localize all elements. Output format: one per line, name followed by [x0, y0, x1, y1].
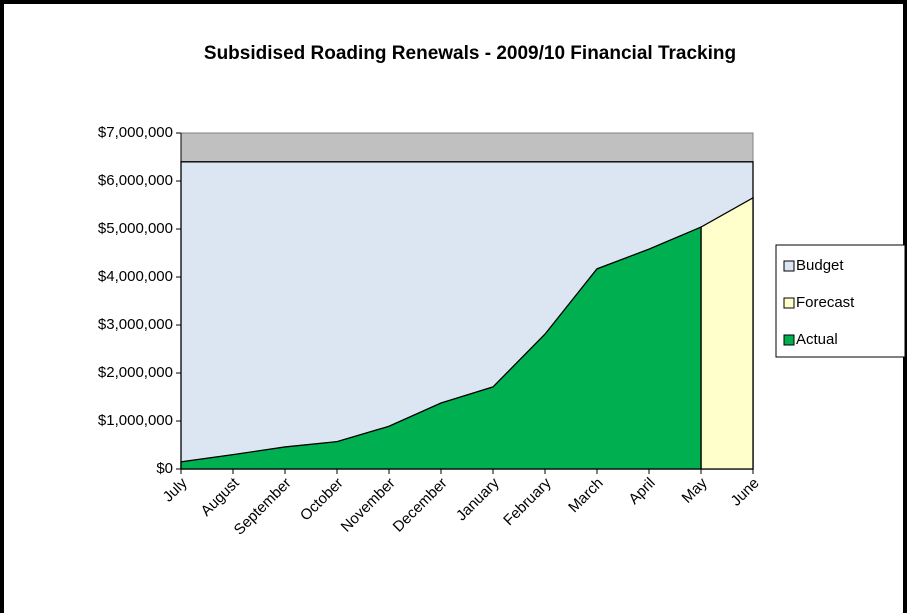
legend-label: Forecast — [796, 294, 855, 311]
x-tick-label: February — [500, 474, 555, 529]
x-tick-label: September — [231, 475, 295, 539]
legend-swatch — [783, 297, 795, 309]
y-tick-label: $6,000,000 — [98, 172, 173, 189]
x-tick-label: January — [453, 474, 503, 524]
legend-swatch — [783, 334, 795, 346]
area — [180, 226, 702, 470]
y-tick-label: $1,000,000 — [98, 412, 173, 429]
x-tick-label: May — [679, 474, 711, 506]
x-tick-label: December — [390, 475, 451, 536]
x-tick-label: March — [565, 475, 606, 516]
x-tick-label: October — [297, 475, 347, 525]
x-tick-label: June — [728, 475, 763, 510]
y-tick-label: $4,000,000 — [98, 268, 173, 285]
legend-box — [775, 244, 906, 358]
x-tick-label: July — [160, 474, 191, 505]
y-tick-label: $0 — [156, 460, 173, 477]
y-tick-label: $5,000,000 — [98, 220, 173, 237]
legend-label: Actual — [796, 331, 838, 348]
x-tick-label: November — [338, 475, 399, 536]
legend-label: Budget — [796, 257, 844, 274]
x-tick-label: April — [625, 475, 658, 508]
x-tick-label: August — [198, 474, 244, 520]
y-tick-label: $2,000,000 — [98, 364, 173, 381]
chart-title: Subsidised Roading Renewals - 2009/10 Fi… — [203, 43, 737, 64]
y-tick-label: $3,000,000 — [98, 316, 173, 333]
area — [700, 196, 754, 470]
legend-swatch — [783, 260, 795, 272]
y-tick-label: $7,000,000 — [98, 124, 173, 141]
